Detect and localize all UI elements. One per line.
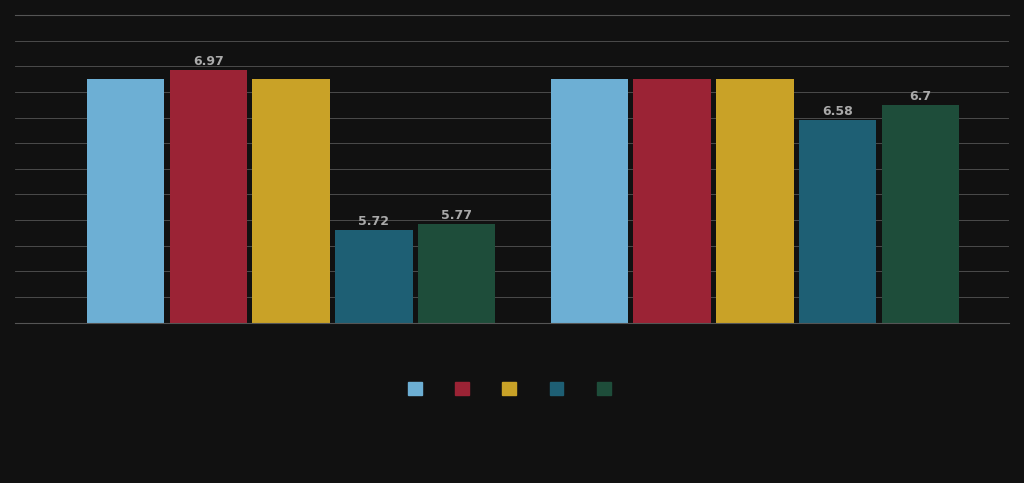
Bar	[335, 230, 413, 483]
Text: 6.58: 6.58	[822, 105, 853, 118]
Bar	[253, 79, 330, 483]
Bar	[87, 79, 164, 483]
Text: 5.77: 5.77	[441, 209, 472, 222]
Bar	[551, 79, 628, 483]
Bar	[634, 79, 711, 483]
Text: 5.72: 5.72	[358, 215, 389, 228]
Bar	[882, 105, 959, 483]
Text: 6.97: 6.97	[193, 55, 223, 68]
Bar	[170, 70, 247, 483]
Bar	[799, 120, 877, 483]
Bar	[717, 79, 794, 483]
Legend: , , , , : , , , ,	[402, 377, 622, 402]
Bar	[418, 224, 496, 483]
Text: 6.7: 6.7	[909, 90, 932, 103]
